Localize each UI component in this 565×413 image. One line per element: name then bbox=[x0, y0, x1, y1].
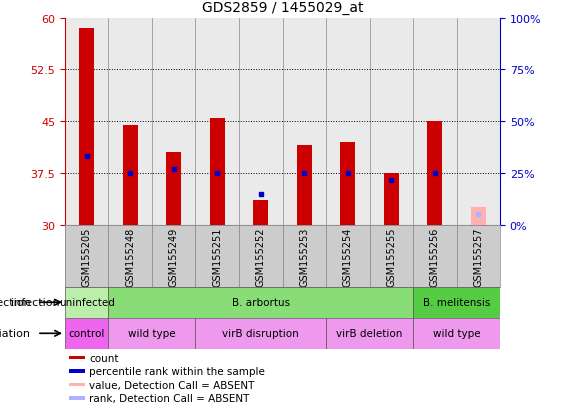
Text: rank, Detection Call = ABSENT: rank, Detection Call = ABSENT bbox=[89, 393, 249, 403]
Bar bbox=[166, 153, 181, 225]
Bar bbox=[413, 225, 457, 287]
Text: GSM155256: GSM155256 bbox=[430, 227, 440, 286]
Text: B. melitensis: B. melitensis bbox=[423, 297, 490, 308]
Bar bbox=[370, 225, 413, 287]
Bar bbox=[108, 318, 195, 349]
Bar bbox=[152, 225, 195, 287]
Bar bbox=[108, 287, 413, 318]
Bar bbox=[253, 201, 268, 225]
Text: genotype/variation: genotype/variation bbox=[0, 328, 31, 339]
Bar bbox=[384, 173, 399, 225]
Bar bbox=[326, 318, 413, 349]
Text: GSM155205: GSM155205 bbox=[82, 227, 92, 286]
Text: wild type: wild type bbox=[128, 328, 176, 339]
Bar bbox=[413, 19, 457, 225]
Text: count: count bbox=[89, 353, 119, 363]
Text: wild type: wild type bbox=[433, 328, 480, 339]
Text: B. arbortus: B. arbortus bbox=[232, 297, 290, 308]
Text: infection: infection bbox=[0, 297, 31, 308]
Bar bbox=[65, 19, 108, 225]
Bar bbox=[282, 225, 326, 287]
Text: virB disruption: virB disruption bbox=[223, 328, 299, 339]
Bar bbox=[326, 19, 370, 225]
Bar bbox=[65, 318, 108, 349]
Bar bbox=[69, 396, 85, 400]
Bar bbox=[195, 225, 239, 287]
Text: GSM155249: GSM155249 bbox=[169, 227, 179, 286]
Text: GSM155251: GSM155251 bbox=[212, 227, 222, 286]
Text: uninfected: uninfected bbox=[59, 297, 115, 308]
Text: GSM155255: GSM155255 bbox=[386, 227, 396, 286]
Text: GSM155248: GSM155248 bbox=[125, 227, 135, 286]
Bar bbox=[65, 287, 108, 318]
Text: GSM155257: GSM155257 bbox=[473, 227, 483, 286]
Bar bbox=[282, 19, 326, 225]
Title: GDS2859 / 1455029_at: GDS2859 / 1455029_at bbox=[202, 1, 363, 15]
Bar bbox=[195, 318, 326, 349]
Text: virB deletion: virB deletion bbox=[336, 328, 403, 339]
Bar bbox=[195, 19, 239, 225]
Bar bbox=[326, 225, 370, 287]
Text: GSM155253: GSM155253 bbox=[299, 227, 309, 286]
Text: percentile rank within the sample: percentile rank within the sample bbox=[89, 366, 265, 376]
Bar bbox=[65, 225, 108, 287]
Bar bbox=[471, 208, 486, 225]
Text: GSM155254: GSM155254 bbox=[343, 227, 353, 286]
Text: control: control bbox=[68, 328, 105, 339]
Bar bbox=[239, 225, 282, 287]
Bar bbox=[457, 19, 500, 225]
Bar bbox=[413, 287, 500, 318]
Text: GSM155252: GSM155252 bbox=[256, 227, 266, 286]
Bar bbox=[427, 122, 442, 225]
Bar bbox=[457, 225, 500, 287]
Text: infection: infection bbox=[11, 297, 59, 308]
Bar bbox=[210, 119, 225, 225]
Bar bbox=[413, 318, 500, 349]
Bar bbox=[340, 142, 355, 225]
Bar bbox=[69, 383, 85, 386]
Bar bbox=[108, 19, 152, 225]
Bar bbox=[69, 356, 85, 359]
Bar bbox=[123, 125, 138, 225]
Bar bbox=[69, 370, 85, 373]
Text: value, Detection Call = ABSENT: value, Detection Call = ABSENT bbox=[89, 380, 254, 389]
Bar bbox=[79, 29, 94, 225]
Bar bbox=[297, 146, 312, 225]
Bar bbox=[239, 19, 282, 225]
Bar bbox=[370, 19, 413, 225]
Bar bbox=[108, 225, 152, 287]
Bar bbox=[152, 19, 195, 225]
